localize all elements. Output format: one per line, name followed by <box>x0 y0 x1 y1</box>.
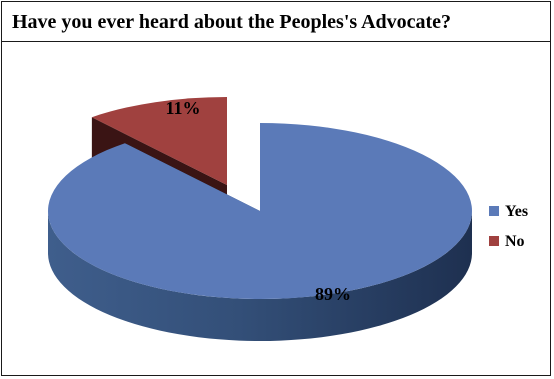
slice-yes-side <box>48 211 472 341</box>
legend-swatch-yes <box>489 206 499 216</box>
slice-no <box>91 97 227 185</box>
legend-label-yes: Yes <box>505 203 528 220</box>
legend-label-no: No <box>505 233 525 250</box>
data-label-no: 11% <box>165 98 200 118</box>
chart-title-bar: Have you ever heard about the Peoples's … <box>2 2 550 42</box>
chart-title: Have you ever heard about the Peoples's … <box>12 11 452 33</box>
data-label-yes: 89% <box>315 284 351 304</box>
legend-swatch-no <box>489 236 499 246</box>
slice-yes <box>47 123 472 300</box>
legend: Yes No <box>489 203 528 250</box>
